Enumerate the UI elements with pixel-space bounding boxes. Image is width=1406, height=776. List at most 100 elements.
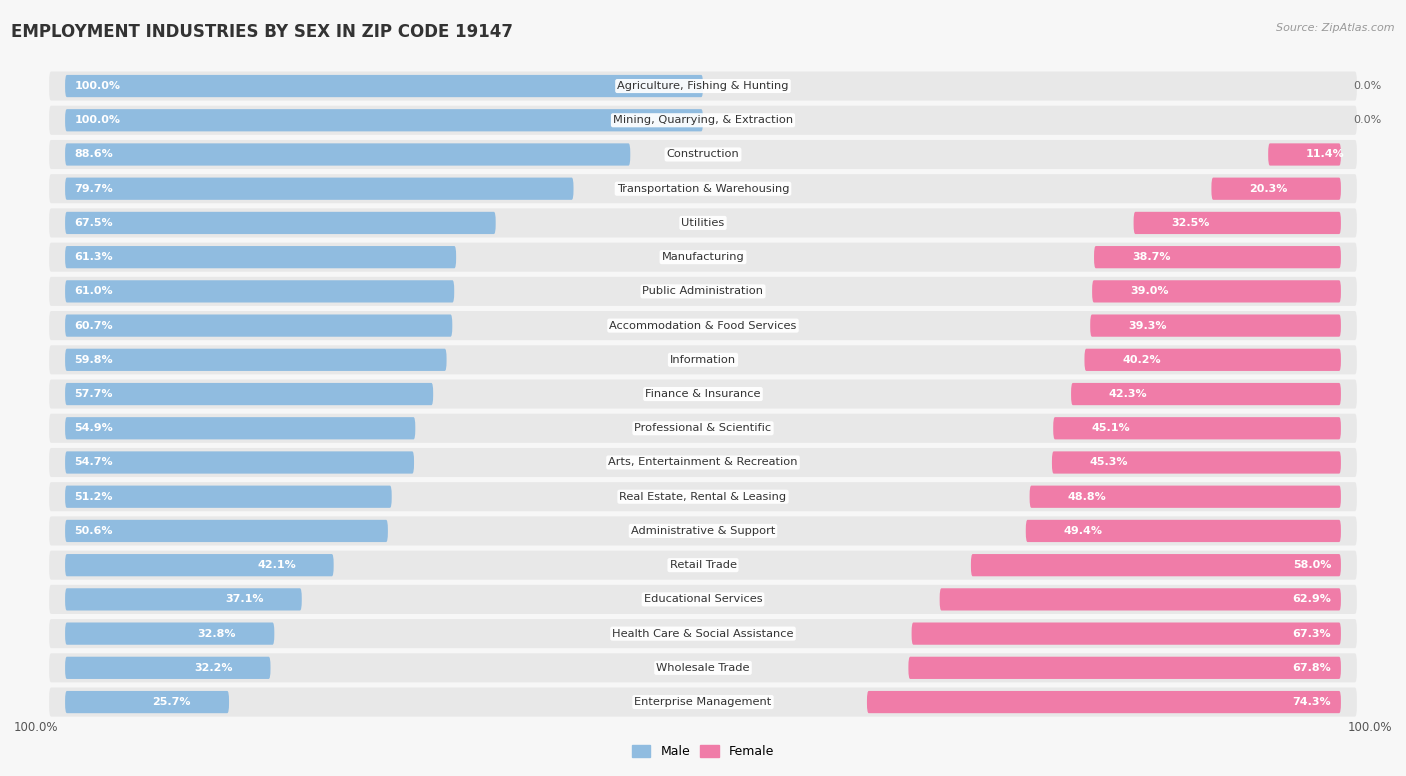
- Text: Accommodation & Food Services: Accommodation & Food Services: [609, 320, 797, 331]
- Text: 20.3%: 20.3%: [1250, 184, 1288, 194]
- Text: 88.6%: 88.6%: [75, 150, 114, 160]
- Text: 39.3%: 39.3%: [1128, 320, 1167, 331]
- FancyBboxPatch shape: [65, 588, 302, 611]
- FancyBboxPatch shape: [65, 144, 630, 165]
- Text: 32.5%: 32.5%: [1171, 218, 1211, 228]
- FancyBboxPatch shape: [49, 414, 1357, 443]
- FancyBboxPatch shape: [1094, 246, 1341, 268]
- FancyBboxPatch shape: [49, 209, 1357, 237]
- Text: 59.8%: 59.8%: [75, 355, 114, 365]
- FancyBboxPatch shape: [65, 348, 447, 371]
- Text: Mining, Quarrying, & Extraction: Mining, Quarrying, & Extraction: [613, 116, 793, 125]
- FancyBboxPatch shape: [65, 383, 433, 405]
- Text: Finance & Insurance: Finance & Insurance: [645, 389, 761, 399]
- FancyBboxPatch shape: [972, 554, 1341, 577]
- Text: Retail Trade: Retail Trade: [669, 560, 737, 570]
- Text: 61.3%: 61.3%: [75, 252, 114, 262]
- Text: Transportation & Warehousing: Transportation & Warehousing: [617, 184, 789, 194]
- FancyBboxPatch shape: [65, 622, 274, 645]
- FancyBboxPatch shape: [49, 551, 1357, 580]
- FancyBboxPatch shape: [49, 379, 1357, 409]
- FancyBboxPatch shape: [49, 140, 1357, 169]
- Text: 61.0%: 61.0%: [75, 286, 114, 296]
- Text: Health Care & Social Assistance: Health Care & Social Assistance: [612, 629, 794, 639]
- Text: 40.2%: 40.2%: [1122, 355, 1161, 365]
- FancyBboxPatch shape: [65, 280, 454, 303]
- Text: 38.7%: 38.7%: [1132, 252, 1171, 262]
- FancyBboxPatch shape: [1092, 280, 1341, 303]
- FancyBboxPatch shape: [939, 588, 1341, 611]
- Text: Construction: Construction: [666, 150, 740, 160]
- Text: 45.3%: 45.3%: [1090, 458, 1129, 467]
- FancyBboxPatch shape: [65, 691, 229, 713]
- Legend: Male, Female: Male, Female: [627, 740, 779, 764]
- Text: Agriculture, Fishing & Hunting: Agriculture, Fishing & Hunting: [617, 81, 789, 91]
- FancyBboxPatch shape: [49, 345, 1357, 374]
- FancyBboxPatch shape: [1029, 486, 1341, 508]
- FancyBboxPatch shape: [1212, 178, 1341, 200]
- FancyBboxPatch shape: [49, 688, 1357, 716]
- Text: Educational Services: Educational Services: [644, 594, 762, 605]
- Text: Source: ZipAtlas.com: Source: ZipAtlas.com: [1277, 23, 1395, 33]
- Text: Professional & Scientific: Professional & Scientific: [634, 423, 772, 433]
- FancyBboxPatch shape: [65, 178, 574, 200]
- FancyBboxPatch shape: [1084, 348, 1341, 371]
- FancyBboxPatch shape: [65, 417, 415, 439]
- Text: 100.0%: 100.0%: [75, 116, 121, 125]
- Text: 100.0%: 100.0%: [75, 81, 121, 91]
- FancyBboxPatch shape: [1052, 452, 1341, 473]
- FancyBboxPatch shape: [65, 75, 703, 97]
- Text: 48.8%: 48.8%: [1067, 492, 1107, 502]
- FancyBboxPatch shape: [1053, 417, 1341, 439]
- Text: 100.0%: 100.0%: [14, 721, 59, 734]
- Text: 32.8%: 32.8%: [198, 629, 236, 639]
- FancyBboxPatch shape: [65, 520, 388, 542]
- FancyBboxPatch shape: [49, 653, 1357, 682]
- FancyBboxPatch shape: [65, 452, 413, 473]
- FancyBboxPatch shape: [1071, 383, 1341, 405]
- Text: 11.4%: 11.4%: [1306, 150, 1344, 160]
- Text: 57.7%: 57.7%: [75, 389, 112, 399]
- Text: 32.2%: 32.2%: [194, 663, 232, 673]
- FancyBboxPatch shape: [65, 109, 703, 131]
- Text: EMPLOYMENT INDUSTRIES BY SEX IN ZIP CODE 19147: EMPLOYMENT INDUSTRIES BY SEX IN ZIP CODE…: [11, 23, 513, 41]
- Text: Wholesale Trade: Wholesale Trade: [657, 663, 749, 673]
- FancyBboxPatch shape: [49, 516, 1357, 546]
- Text: 60.7%: 60.7%: [75, 320, 114, 331]
- FancyBboxPatch shape: [49, 448, 1357, 477]
- FancyBboxPatch shape: [65, 554, 333, 577]
- FancyBboxPatch shape: [65, 314, 453, 337]
- Text: 37.1%: 37.1%: [225, 594, 264, 605]
- FancyBboxPatch shape: [49, 71, 1357, 101]
- FancyBboxPatch shape: [49, 619, 1357, 648]
- FancyBboxPatch shape: [49, 277, 1357, 306]
- Text: 62.9%: 62.9%: [1292, 594, 1331, 605]
- Text: 42.3%: 42.3%: [1109, 389, 1147, 399]
- Text: Manufacturing: Manufacturing: [662, 252, 744, 262]
- Text: 74.3%: 74.3%: [1292, 697, 1331, 707]
- Text: 51.2%: 51.2%: [75, 492, 112, 502]
- Text: 50.6%: 50.6%: [75, 526, 112, 536]
- Text: 45.1%: 45.1%: [1091, 423, 1130, 433]
- FancyBboxPatch shape: [49, 243, 1357, 272]
- Text: 42.1%: 42.1%: [257, 560, 295, 570]
- Text: 0.0%: 0.0%: [1354, 81, 1382, 91]
- FancyBboxPatch shape: [49, 174, 1357, 203]
- Text: Information: Information: [669, 355, 737, 365]
- FancyBboxPatch shape: [49, 106, 1357, 135]
- FancyBboxPatch shape: [49, 482, 1357, 511]
- FancyBboxPatch shape: [49, 311, 1357, 340]
- Text: Utilities: Utilities: [682, 218, 724, 228]
- FancyBboxPatch shape: [1026, 520, 1341, 542]
- FancyBboxPatch shape: [65, 486, 392, 508]
- Text: 79.7%: 79.7%: [75, 184, 114, 194]
- Text: 0.0%: 0.0%: [1354, 116, 1382, 125]
- Text: 100.0%: 100.0%: [1347, 721, 1392, 734]
- Text: 54.9%: 54.9%: [75, 423, 114, 433]
- Text: Arts, Entertainment & Recreation: Arts, Entertainment & Recreation: [609, 458, 797, 467]
- Text: 58.0%: 58.0%: [1294, 560, 1331, 570]
- Text: 54.7%: 54.7%: [75, 458, 114, 467]
- FancyBboxPatch shape: [1268, 144, 1341, 165]
- FancyBboxPatch shape: [868, 691, 1341, 713]
- FancyBboxPatch shape: [65, 656, 270, 679]
